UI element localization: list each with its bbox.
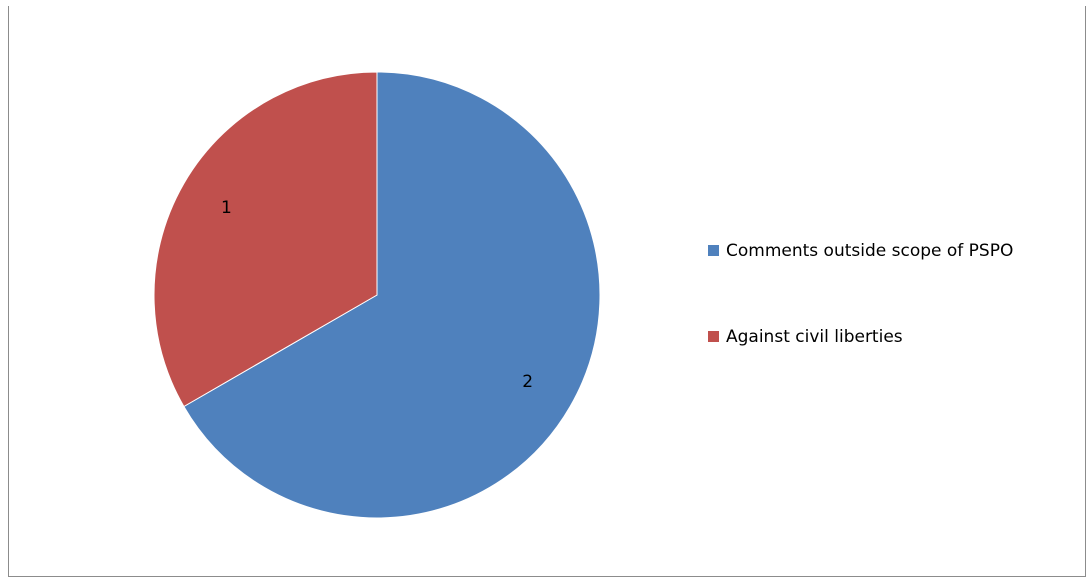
legend-swatch-1 xyxy=(708,245,719,256)
pie-data-labels: 21 xyxy=(221,198,533,392)
pie-slices xyxy=(153,71,601,519)
legend-label-1: Comments outside scope of PSPO xyxy=(726,241,1014,261)
legend-swatch-2 xyxy=(708,331,719,342)
pie-data-label-2: 1 xyxy=(221,198,232,218)
pie-slice-1 xyxy=(183,71,601,519)
pie-slice-2 xyxy=(153,71,378,408)
legend-label-2: Against civil liberties xyxy=(726,327,903,347)
pie-data-label-1: 2 xyxy=(522,372,533,392)
